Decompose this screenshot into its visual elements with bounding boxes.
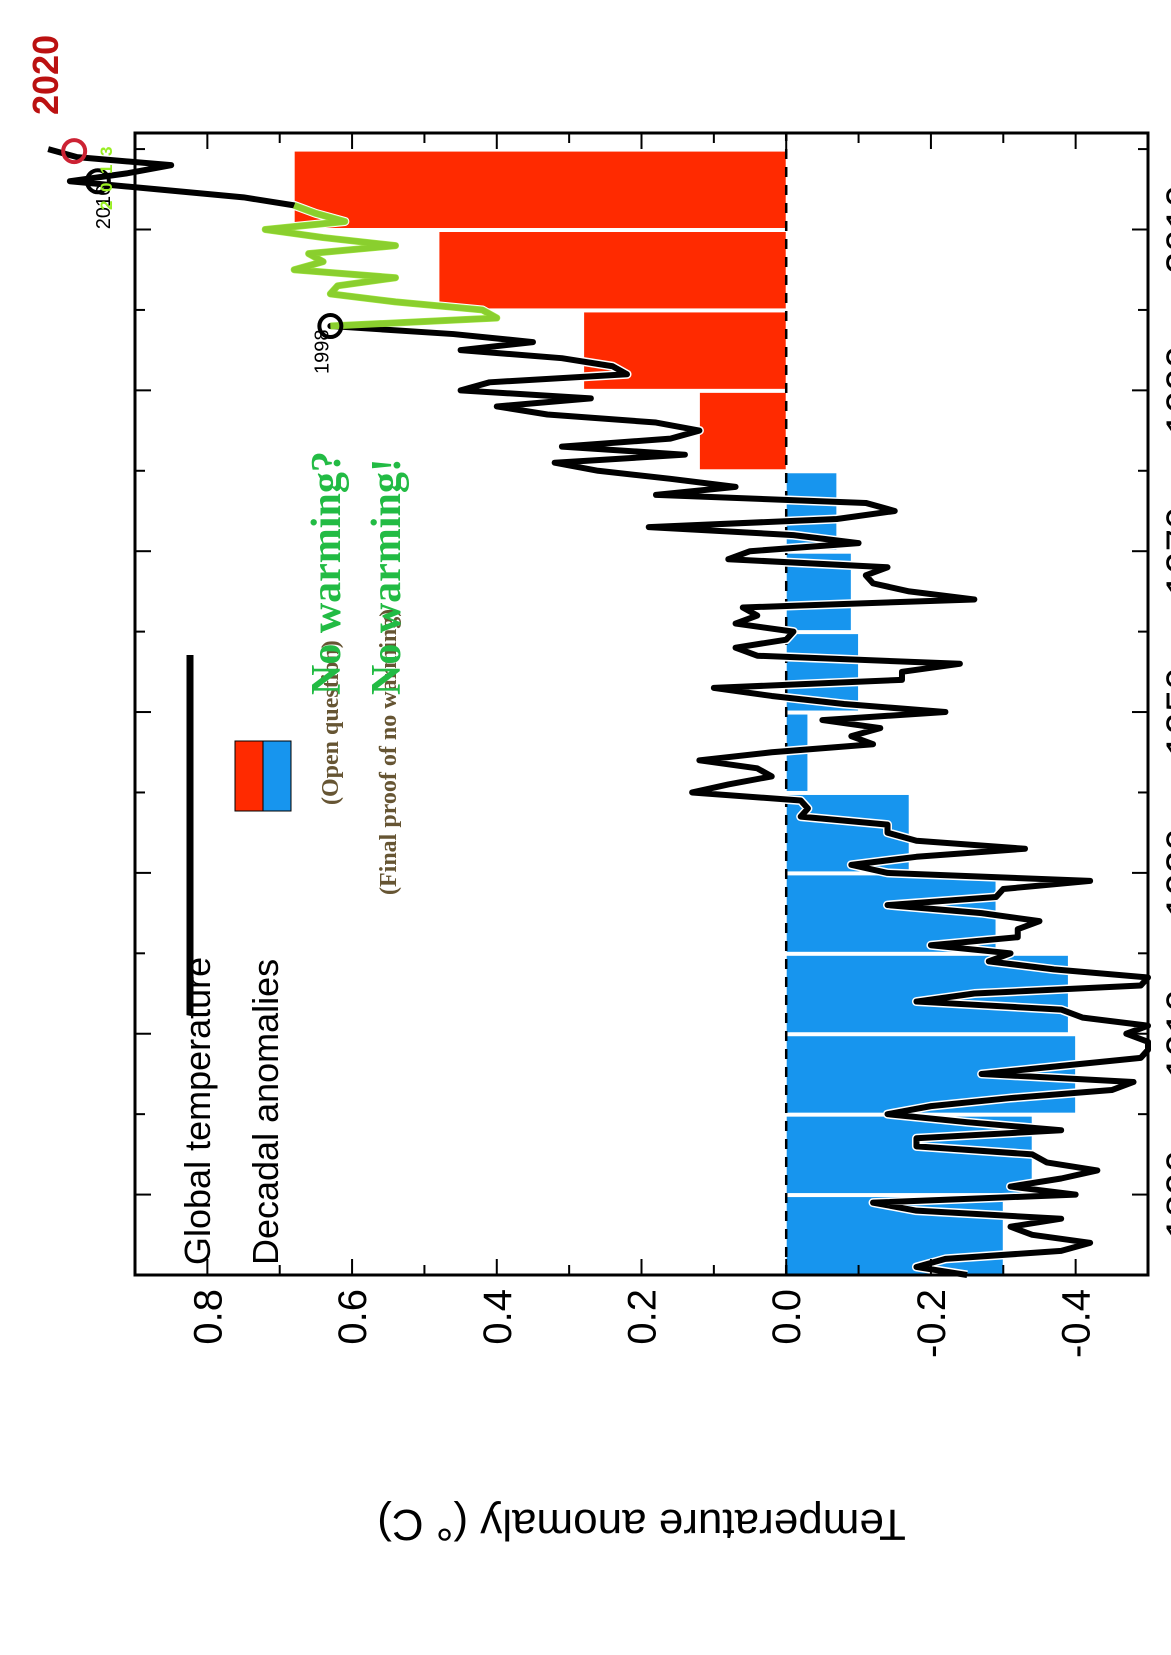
rotated-chart-group: 1890 1910 1930 1950 1970 1990 2010 -0.4 -0.2 0.0 0… — [25, 35, 1171, 1549]
marker-2016 — [84, 168, 111, 195]
legend-label-global-temperature: Global temperature — [177, 957, 218, 1265]
decadal-bars — [293, 150, 1077, 1275]
x-tick-label-1990: 1990 — [1159, 346, 1171, 435]
label-2013-char: 1 — [97, 165, 116, 174]
label-1998: 1998 — [311, 330, 333, 375]
y-tick-label: 0.0 — [765, 1289, 809, 1345]
plot-frame — [133, 131, 1150, 1277]
legend-bar-swatch-blue — [262, 740, 292, 812]
x-tick-label-1970: 1970 — [1159, 507, 1171, 596]
temperature-line — [47, 146, 1151, 1278]
y-tick-label: 0.6 — [331, 1289, 375, 1345]
y-tick-label: 0.4 — [476, 1289, 520, 1345]
y-tick-label: 0.8 — [186, 1289, 230, 1345]
x-tick-label-1950: 1950 — [1159, 668, 1171, 757]
temperature-series — [46, 144, 1153, 1280]
legend: Global temperature Decadal anomalies — [177, 655, 292, 1265]
decadal-bar-1910 — [785, 954, 1069, 1034]
note-no-warming-question: No warming? — [304, 451, 350, 695]
label-2020: 2020 — [25, 35, 66, 115]
marker-2020 — [61, 138, 88, 165]
x-tick-label-1910: 1910 — [1159, 989, 1171, 1078]
label-2013-char: 0 — [97, 183, 116, 192]
y-tick-label: 0.2 — [621, 1289, 665, 1345]
legend-label-decadal-anomalies: Decadal anomalies — [245, 959, 286, 1265]
y-axis-title: Temperature anomaly (° C) — [377, 1500, 906, 1549]
x-tick-label-1890: 1890 — [1159, 1150, 1171, 1239]
hiatus-highlight-line — [261, 202, 501, 330]
tick-labels: 1890 1910 1930 1950 1970 1990 2010 -0.4 -0.2 0.0 0… — [186, 185, 1171, 1358]
label-2013-char: 3 — [97, 147, 116, 156]
decadal-bar-2000 — [438, 231, 787, 310]
note-final-proof: (Final proof of no warming) — [376, 609, 402, 895]
y-tick-label: -0.2 — [910, 1289, 954, 1358]
label-2013-char: 2 — [97, 201, 116, 210]
legend-bar-swatch-red — [234, 740, 264, 812]
marker-1998 — [317, 313, 344, 340]
note-no-warming-exclaim: No warming! — [364, 458, 410, 695]
note-open-question: (Open question) — [318, 640, 344, 805]
x-tick-label-2010: 2010 — [1159, 185, 1171, 274]
x-tick-label-1930: 1930 — [1159, 828, 1171, 917]
decadal-bar-1980 — [698, 391, 787, 471]
decadal-bar-1960 — [785, 552, 852, 632]
decadal-bar-2010 — [293, 150, 787, 230]
y-tick-label: -0.4 — [1055, 1289, 1099, 1358]
annotations: (Open question) No warming? (Final proof… — [25, 35, 410, 895]
label-2016: 2016 — [93, 185, 115, 230]
